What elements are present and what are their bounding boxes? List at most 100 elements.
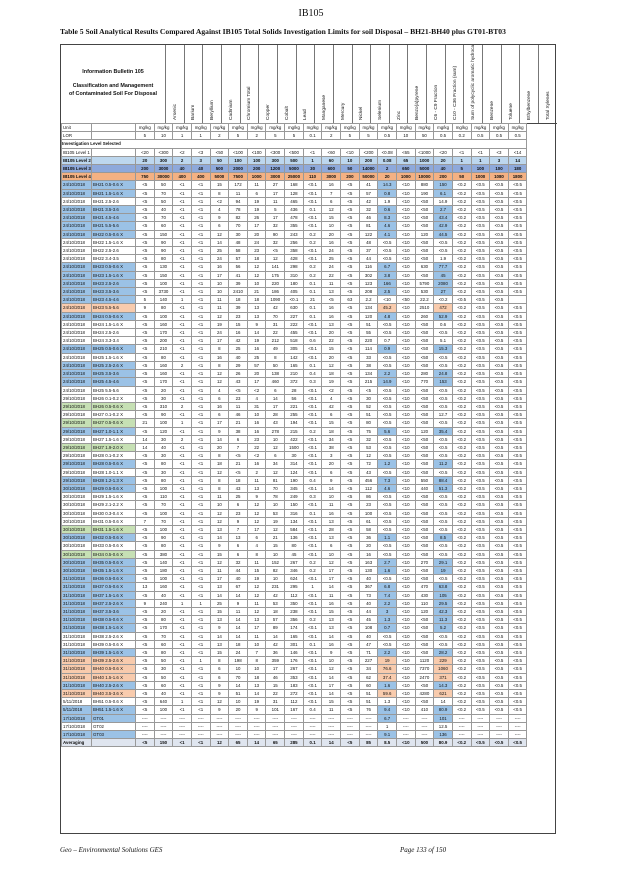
table-cell: 4 bbox=[246, 541, 267, 551]
table-cell: <0.5 bbox=[470, 205, 491, 215]
table-cell: 35.4 bbox=[433, 426, 453, 436]
table-cell: <0.5 bbox=[433, 418, 453, 428]
table-cell: 1.9 bbox=[377, 196, 397, 207]
table-cell: BH29 1.5-1.6 X bbox=[91, 492, 136, 502]
table-cell: <0.5 bbox=[507, 549, 528, 559]
table-row: 24/10/2018 BH25 0.5-0.6 X <5 210 <1 <1 8 25 16 49… bbox=[61, 344, 528, 354]
table-cell: <5 bbox=[135, 492, 155, 502]
table-cell: <0.5 bbox=[489, 221, 509, 231]
table-cell: 6.1 bbox=[433, 188, 453, 198]
table-cell: 10 bbox=[265, 574, 286, 584]
table-cell: 305 bbox=[284, 344, 304, 354]
table-cell: 43 bbox=[228, 377, 248, 387]
table-cell: <0.5 bbox=[507, 483, 528, 494]
table-cell: <50 bbox=[414, 352, 435, 362]
table-cell: <5 bbox=[135, 459, 155, 469]
table-cell: 6 bbox=[265, 451, 286, 461]
table-cell: BH37 2.5-2.6 X bbox=[91, 598, 136, 608]
table-cell: 51 bbox=[358, 697, 379, 707]
table-row: 29/10/2018 BH26 0.1-0.2 X <5 30 <1 <1 6 23 4 14 56… bbox=[61, 393, 528, 403]
table-cell: 29/10/2018 bbox=[61, 410, 92, 420]
table-cell: 40 bbox=[153, 205, 174, 215]
table-cell: 2 bbox=[377, 164, 397, 174]
table-cell: <1 bbox=[190, 401, 211, 412]
table-cell: <0.2 bbox=[451, 180, 472, 190]
table-cell: 13 bbox=[321, 287, 342, 297]
table-cell: <2 bbox=[209, 196, 230, 207]
table-cell: <5 bbox=[135, 541, 155, 551]
table-row: 30/10/2018 BH31 0.5-0.6 X 7 70 <1 <1 12 9 12 19 13… bbox=[61, 516, 528, 526]
table-cell: BH37 1.5-1.6 X bbox=[91, 590, 136, 600]
table-cell: 0.08 bbox=[377, 155, 397, 166]
table-cell: 9 bbox=[209, 705, 230, 715]
table-cell: <1 bbox=[172, 647, 192, 658]
table-row: 24/10/2018 BH25 4.5-4.6 <5 170 <1 <1 12 43 17 460… bbox=[61, 377, 528, 387]
table-cell: 9 bbox=[246, 492, 267, 502]
table-cell: 16 bbox=[209, 262, 230, 272]
table-cell: IB105 Level 2 bbox=[61, 155, 92, 166]
table-cell: <5 bbox=[135, 631, 155, 641]
table-cell: <10 bbox=[395, 237, 416, 248]
table-cell: 30 bbox=[284, 451, 304, 461]
table-cell: 24/10/2018 bbox=[61, 295, 92, 305]
table-cell: 19 bbox=[265, 516, 286, 526]
table-cell: 22 bbox=[321, 270, 342, 280]
table-cell: <0.5 bbox=[507, 516, 528, 526]
table-cell: <5 bbox=[135, 697, 155, 707]
table-cell: 31/10/2018 bbox=[61, 639, 92, 650]
table-row: 30/10/2018 BH30 0.3-0.4 X <5 100 <1 <1 12 23 12 5… bbox=[61, 508, 528, 518]
table-cell: 295 bbox=[284, 582, 304, 592]
table-cell: 31/10/2018 bbox=[61, 664, 92, 674]
table-cell: <50 bbox=[414, 492, 435, 502]
table-cell: 12 bbox=[321, 360, 342, 371]
table-cell: 30/10/2018 bbox=[61, 541, 92, 551]
table-cell: ---- bbox=[414, 721, 435, 732]
table-cell: 23 bbox=[228, 311, 248, 321]
column-header: Cobalt bbox=[276, 45, 296, 123]
table-cell: 37 bbox=[358, 246, 379, 256]
table-cell: BH51 0.5-0.6 X bbox=[91, 697, 136, 707]
table-cell: 2 bbox=[172, 401, 192, 412]
table-cell: mg/kg bbox=[172, 122, 192, 133]
table-cell: 71 bbox=[358, 647, 379, 658]
column-header-label: Selenium bbox=[377, 100, 383, 120]
table-cell: <0.5 bbox=[433, 508, 453, 518]
column-header: Selenium bbox=[370, 45, 389, 123]
table-cell: BH25 0.5-0.6 X bbox=[91, 344, 136, 354]
table-cell: ---- bbox=[265, 713, 286, 723]
table-cell: 6 bbox=[246, 533, 267, 543]
table-cell: ---- bbox=[302, 730, 323, 740]
table-cell: <5 bbox=[135, 237, 155, 248]
table-cell: 2 bbox=[246, 131, 267, 141]
table-cell: <10 bbox=[395, 705, 416, 715]
table-cell: <5 bbox=[340, 270, 360, 280]
table-cell: 4.6 bbox=[377, 221, 397, 231]
table-cell: 32 bbox=[265, 221, 286, 231]
table-cell: 13 bbox=[246, 615, 267, 625]
table-cell: 14 bbox=[321, 483, 342, 494]
table-cell: 200 bbox=[246, 164, 267, 174]
table-cell: 500 bbox=[414, 738, 435, 748]
table-cell: <0.5 bbox=[377, 385, 397, 395]
table-cell: 10 bbox=[321, 492, 342, 502]
table-row: 29/10/2018 BH27 1.0-1.1 X <5 120 <1 <1 9 38 16 27… bbox=[61, 426, 528, 436]
table-cell: 0.1 bbox=[302, 278, 323, 289]
table-cell: <50 bbox=[414, 508, 435, 518]
table-cell: <5 bbox=[340, 475, 360, 485]
table-cell: <2 bbox=[246, 451, 267, 461]
table-cell: 200 bbox=[358, 155, 379, 166]
table-cell: 2.7 bbox=[377, 557, 397, 567]
table-cell: <0.1 bbox=[302, 656, 323, 666]
table-cell: <5 bbox=[135, 401, 155, 412]
table-cell: 14 bbox=[265, 393, 286, 403]
table-cell: 1060 bbox=[433, 664, 453, 674]
table-cell: 3 bbox=[489, 155, 509, 166]
table-cell: 15 bbox=[209, 606, 230, 617]
table-row: 24/10/2018 BH23 1.5-1.6 X <5 150 <1 <1 17 41 12 1… bbox=[61, 270, 528, 280]
table-cell: 51.3 bbox=[433, 483, 453, 494]
table-cell: <10 bbox=[395, 639, 416, 650]
table-cell: 6 bbox=[246, 188, 267, 198]
table-cell: 58 bbox=[228, 246, 248, 256]
table-cell: ---- bbox=[135, 721, 155, 732]
table-cell: 13 bbox=[228, 533, 248, 543]
